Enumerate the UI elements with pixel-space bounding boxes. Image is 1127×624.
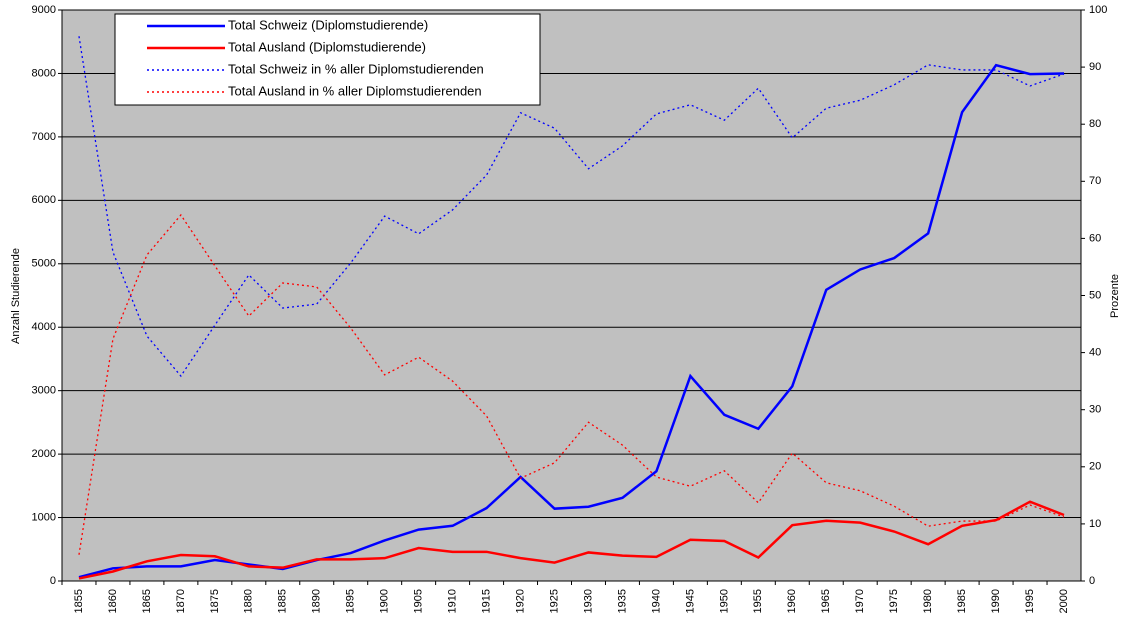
x-tick-label: 1930 [582,589,594,613]
y2-tick-label: 30 [1089,404,1101,416]
x-tick-label: 1925 [548,589,560,613]
series-line [78,500,1065,580]
legend-label: Total Schweiz in % aller Diplomstudieren… [228,61,484,76]
x-tick-label: 1895 [345,589,357,613]
y2-tick-label: 0 [1089,575,1095,587]
legend-label: Total Ausland (Diplomstudierende) [228,39,426,54]
y-axis-label: Anzahl Studierende [10,248,22,344]
x-tick-label: 1975 [888,589,900,613]
y2-tick-label: 10 [1089,518,1101,530]
y-tick-label: 0 [50,575,56,587]
y-tick-label: 7000 [32,131,56,143]
y2-axis-label: Prozente [1109,274,1121,318]
x-tick-label: 1960 [786,589,798,613]
y2-tick-label: 20 [1089,461,1101,473]
x-tick-label: 1950 [718,589,730,613]
legend-label: Total Schweiz (Diplomstudierende) [228,17,428,32]
y-tick-label: 8000 [32,67,56,79]
y2-tick-label: 70 [1089,175,1101,187]
y2-tick-label: 100 [1089,4,1107,16]
legend-label: Total Ausland in % aller Diplomstudieren… [228,83,482,98]
x-tick-label: 1995 [1024,589,1036,613]
x-tick-label: 1855 [73,589,85,613]
x-tick-label: 1905 [413,589,425,613]
x-tick-label: 1915 [480,589,492,613]
x-tick-label: 1875 [209,589,221,613]
x-tick-label: 1940 [650,589,662,613]
x-tick-label: 1990 [990,589,1002,613]
legend-box [114,13,541,106]
y-tick-label: 5000 [32,258,56,270]
x-tick-label: 1860 [107,589,119,613]
x-tick-label: 1965 [820,589,832,613]
x-tick-label: 1935 [616,589,628,613]
x-tick-label: 1870 [175,589,187,613]
y-tick-label: 1000 [32,511,56,523]
y-tick-label: 4000 [32,321,56,333]
y2-tick-label: 50 [1089,289,1101,301]
y-tick-label: 6000 [32,194,56,206]
y2-tick-label: 90 [1089,61,1101,73]
y2-tick-label: 60 [1089,232,1101,244]
x-tick-label: 1865 [141,589,153,613]
x-tick-label: 1955 [752,589,764,613]
x-tick-label: 1910 [447,589,459,613]
x-tick-label: 1945 [684,589,696,613]
x-tick-label: 1890 [311,589,323,613]
x-tick-label: 1920 [514,589,526,613]
x-tick-label: 1885 [277,589,289,613]
x-tick-label: 1970 [854,589,866,613]
y-tick-label: 2000 [32,448,56,460]
x-tick-label: 1900 [379,589,391,613]
series-line [78,36,1065,378]
x-tick-label: 1980 [922,589,934,613]
y2-tick-label: 80 [1089,118,1101,130]
series-line [78,213,1065,555]
y-tick-label: 3000 [32,385,56,397]
y-tick-label: 9000 [32,4,56,16]
x-tick-label: 2000 [1058,589,1070,613]
x-tick-label: 1985 [956,589,968,613]
y2-tick-label: 40 [1089,347,1101,359]
x-tick-label: 1880 [243,589,255,613]
